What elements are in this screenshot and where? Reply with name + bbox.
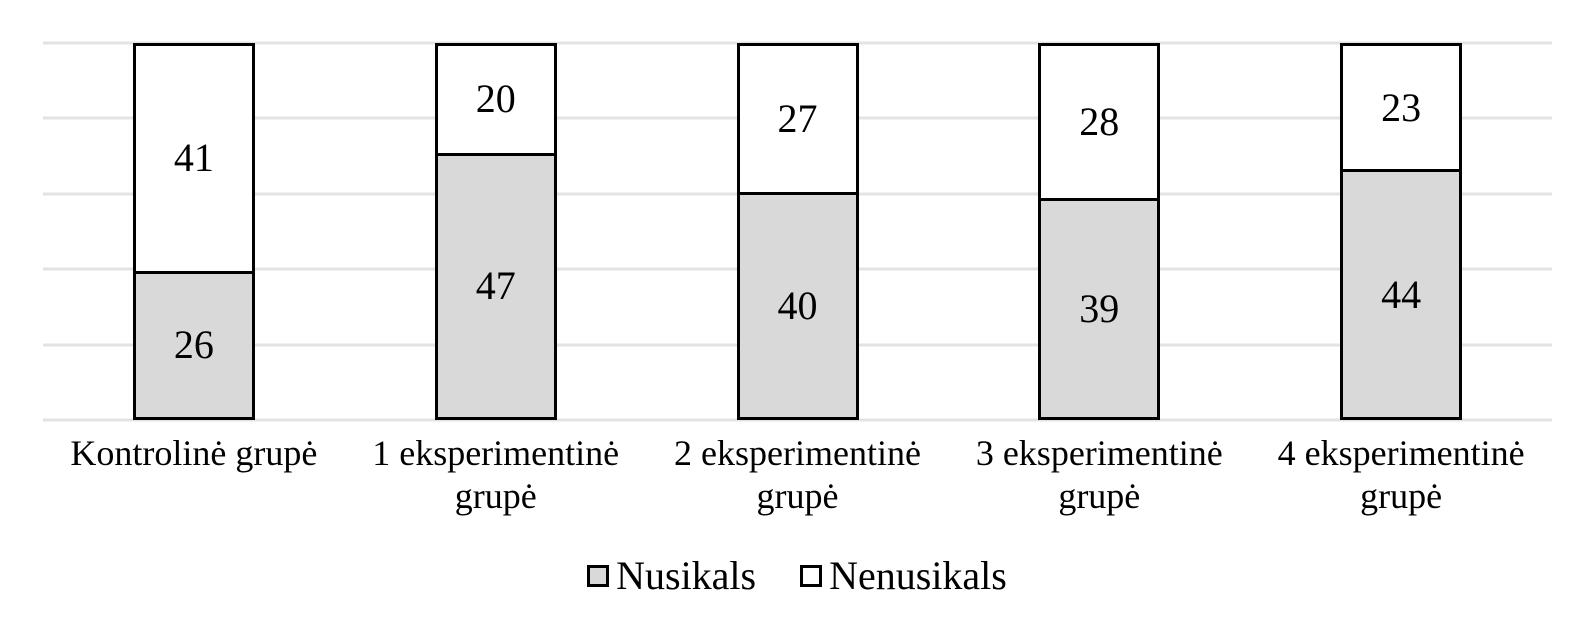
value-label: 26 [173, 322, 214, 368]
legend-item-nusikals: Nusikals [587, 554, 756, 598]
legend-marker-nusikals [587, 565, 610, 587]
legend-marker-nenusikals [800, 565, 823, 587]
category-label: 2 eksperimentinė grupė [674, 433, 921, 517]
category-label: 3 eksperimentinė grupė [975, 433, 1223, 517]
value-label: 47 [475, 263, 516, 309]
value-label: 39 [1079, 285, 1120, 331]
category-label: 4 eksperimentinė grupė [1277, 433, 1525, 517]
value-label: 20 [475, 76, 516, 122]
legend-item-nenusikals: Nenusikals [800, 554, 1007, 598]
legend-label: Nenusikals [829, 553, 1007, 598]
bar-group-2: 20 47 [434, 43, 557, 420]
legend-label: Nusikals [616, 553, 757, 598]
x-axis: Kontrolinė grupė 1 eksperimentinė grupė 2 … [43, 432, 1552, 547]
bar-segment-nenusikals: 27 [736, 43, 859, 195]
value-label: 44 [1381, 271, 1422, 317]
bar-group-1: 41 26 [132, 43, 255, 420]
category-label: 1 eksperimentinė grupė [372, 433, 620, 517]
bar-segment-nusikals: 40 [736, 194, 859, 420]
bar-segment-nusikals: 44 [1340, 172, 1463, 420]
bar-segment-nenusikals: 41 [132, 43, 255, 274]
bar-segment-nusikals: 26 [132, 273, 255, 420]
value-label: 40 [777, 282, 818, 328]
plot-area: 41 26 20 47 27 40 28 39 23 44 [43, 41, 1552, 422]
legend: Nusikals Nenusikals [0, 554, 1594, 598]
value-label: 28 [1079, 98, 1120, 144]
bar-segment-nenusikals: 23 [1340, 43, 1463, 173]
gridline [43, 418, 1552, 422]
bar-segment-nenusikals: 20 [434, 43, 557, 156]
value-label: 23 [1381, 84, 1422, 130]
bar-group-5: 23 44 [1340, 43, 1463, 420]
bar-group-3: 27 40 [736, 43, 859, 420]
bar-segment-nenusikals: 28 [1038, 43, 1161, 201]
bar-segment-nusikals: 39 [1038, 200, 1161, 420]
bar-segment-nusikals: 47 [434, 155, 557, 420]
category-label: Kontrolinė grupė [70, 433, 318, 473]
value-label: 41 [173, 135, 214, 181]
value-label: 27 [777, 95, 818, 141]
bar-group-4: 28 39 [1038, 43, 1161, 420]
